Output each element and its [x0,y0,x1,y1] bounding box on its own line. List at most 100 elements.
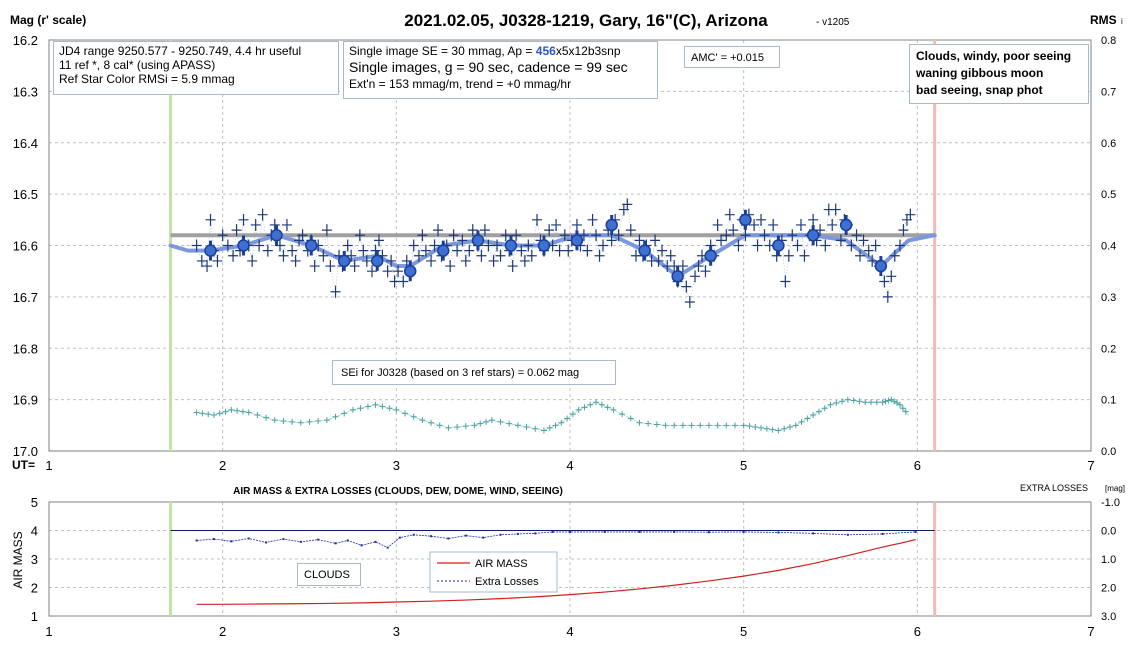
rms-point [222,408,229,415]
bottom-x-tick-label: 7 [1087,624,1094,639]
rms-point [679,422,686,429]
bottom-plot-frame [48,501,1092,617]
single-image-point [287,244,298,257]
single-image-point [325,260,336,273]
rms-point [477,420,484,427]
single-image-point [815,224,826,237]
rms-point [402,410,409,417]
single-image-point [262,244,273,257]
info-se-post: x5x12b3snp [555,44,621,58]
top-x-tick-label: 1 [45,458,52,473]
top-y-tick-label: 16.3 [13,84,38,99]
single-image-point [511,229,522,242]
single-image-point [358,244,369,257]
single-image-point [780,275,791,288]
mean-point [370,254,384,268]
single-image-point [254,239,265,252]
extra-losses-point [346,539,349,542]
single-image-point [495,249,506,262]
rms-point [604,404,611,411]
mean-point [471,234,485,247]
info-extinction-line: Ext'n = 153 mmag/m, trend = +0 mmag/hr [349,77,572,91]
rms-point [357,405,364,412]
single-image-point [386,254,397,267]
rms-point [746,423,753,430]
single-image-point [559,229,570,242]
extra-losses-point [374,540,377,543]
rms-point [436,422,443,429]
bottom-y-tick-label: 1 [31,609,38,624]
single-image-point [563,244,574,257]
single-image-point [519,254,530,267]
rms-series-line [196,399,909,431]
single-image-point [228,249,239,262]
mean-point [839,218,853,232]
top-y2-axis-sublabel: i [1121,17,1123,26]
single-image-point [867,254,878,267]
rms-point [234,407,241,414]
bottom-losses-tick-label: -1.0 [1101,497,1120,509]
rms-point [758,424,765,431]
single-image-point [799,249,810,262]
sei-box: SEi for J0328 (based on 3 ref stars) = 0… [332,360,616,385]
single-image-point [281,218,292,231]
single-image-point [523,239,534,252]
bottom-losses-tick-label: 0.0 [1101,526,1116,538]
single-image-point [238,213,249,226]
bottom-marks [169,502,937,616]
rms-point [902,408,909,415]
single-image-point [367,265,378,278]
single-image-point [582,244,593,257]
bottom-y2-axis-unit: [mag] [1105,484,1125,493]
rms-point [752,424,759,431]
extra-losses-point [914,530,917,533]
top-x-tick-label: 6 [914,458,921,473]
extra-losses-point [482,536,485,539]
rms-point [564,415,571,422]
mean-point [739,213,752,227]
rms-point [839,398,846,405]
bottom-y-axis-label: AIR MASS [11,531,25,588]
rms-point [454,424,461,431]
rms-point [833,400,840,407]
single-image-point [309,260,320,273]
rms-point [850,397,857,404]
top-rms-tick-label: 0.4 [1101,241,1116,253]
extra-losses-point [360,544,363,547]
single-image-point [835,234,846,247]
info-se-line: Single image SE = 30 mmag, Ap = 456x5x12… [349,44,652,58]
single-image-point [290,254,301,267]
single-image-point [222,239,233,252]
rms-point [885,397,892,404]
single-image-point [606,234,617,247]
single-image-point [217,229,228,242]
rms-point [514,422,521,429]
single-image-point [467,224,478,237]
single-image-point [354,229,365,242]
extra-losses-point [499,533,502,536]
rms-point [523,424,530,431]
conditions-line-3: bad seeing, snap phot [916,83,1043,97]
extra-losses-point [430,535,433,538]
single-image-point [373,234,384,247]
bottom-y-tick-label: 2 [31,581,38,596]
rms-point [245,409,252,416]
single-image-point [594,249,605,262]
rms-point [856,398,863,405]
info-box-range: JD4 range 9250.577 - 9250.749, 4.4 hr us… [53,41,339,95]
rms-point [627,415,634,422]
extra-losses-point [707,531,710,534]
mean-point [337,254,351,268]
bottom-x-tick-label: 5 [740,624,747,639]
rms-point [552,422,559,429]
single-image-point [749,218,760,231]
rms-point [471,422,478,429]
rms-point [540,427,547,434]
top-y-tick-label: 16.8 [13,341,38,356]
bottom-gridlines [49,502,1091,616]
extra-losses-point [603,530,606,533]
extra-losses-line [196,531,916,549]
single-image-point [882,290,893,303]
single-image-point [578,229,589,242]
single-image-point [894,239,905,252]
